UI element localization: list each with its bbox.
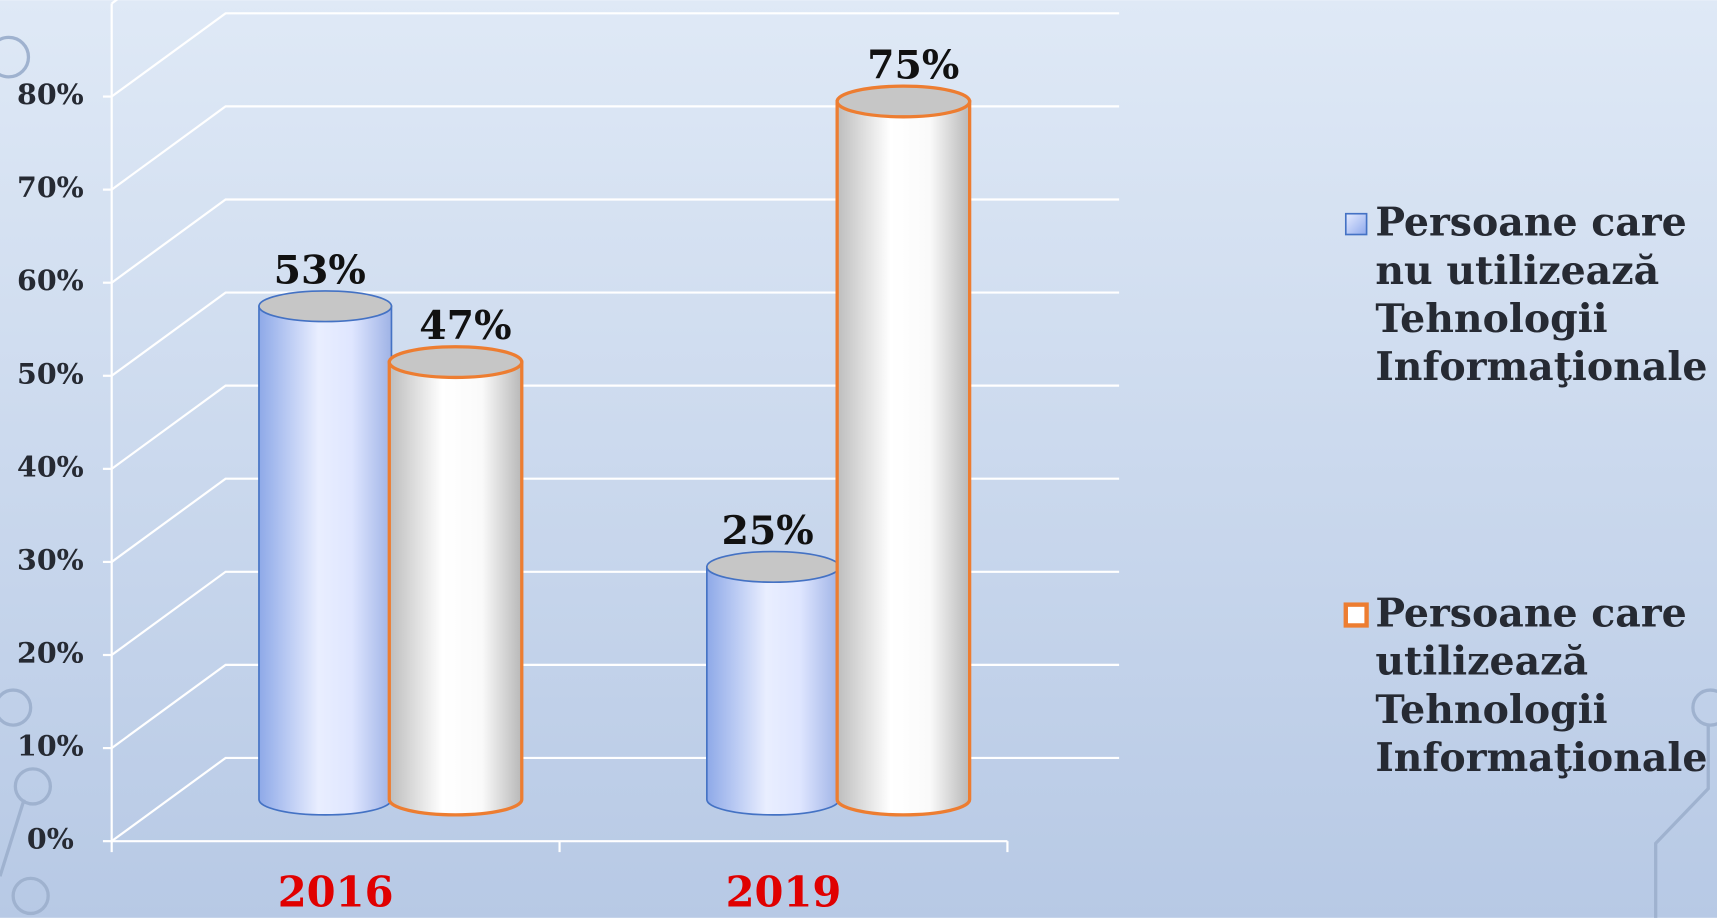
grid-line [111,12,1120,98]
x-tick-label: 2016 [278,867,394,916]
decoration [0,35,1717,918]
y-tick-label: 20% [17,636,84,670]
y-tick-label: 50% [17,356,84,390]
bar [835,99,972,817]
grid-line [111,384,1120,470]
value-label: 47% [419,303,511,349]
grid-line [111,477,1120,563]
value-label: 53% [274,247,366,293]
x-tick-label: 2019 [726,867,842,916]
y-tick-label: 0% [27,822,74,856]
bar-top [387,345,524,380]
legend-entry: Persoane care nu utilizează Tehnologii I… [1375,199,1708,391]
value-label: 25% [721,508,813,554]
bar-top [706,550,841,584]
bar-top [258,290,393,323]
y-tick-label: 80% [17,77,84,111]
bar [387,360,524,817]
legend-entry: Persoane care utilizează Tehnologii Info… [1375,590,1708,781]
labels: 0% 10% 20% 30% 40% 50% 60% 70% 80% 2016 53% 47% 2019… [17,43,1708,917]
y-tick-label: 10% [17,729,84,763]
bar-top [835,84,972,119]
bar [706,566,841,816]
grid-line [111,105,1120,191]
bar [258,305,393,816]
y-tick-label: 70% [17,170,84,204]
legend-label: Persoane care utilizează Tehnologii Info… [1375,590,1708,781]
value-label: 75% [867,43,959,89]
y-tick-label: 40% [17,449,84,483]
grid-line [111,198,1120,284]
y-tick-label: 60% [17,263,84,297]
legend-swatch [1343,602,1369,628]
bars [258,84,972,817]
grid-line [111,291,1120,377]
legend-label: Persoane care nu utilizează Tehnologii I… [1375,199,1708,391]
y-tick-label: 30% [17,542,84,576]
legend-swatch [1344,212,1368,236]
